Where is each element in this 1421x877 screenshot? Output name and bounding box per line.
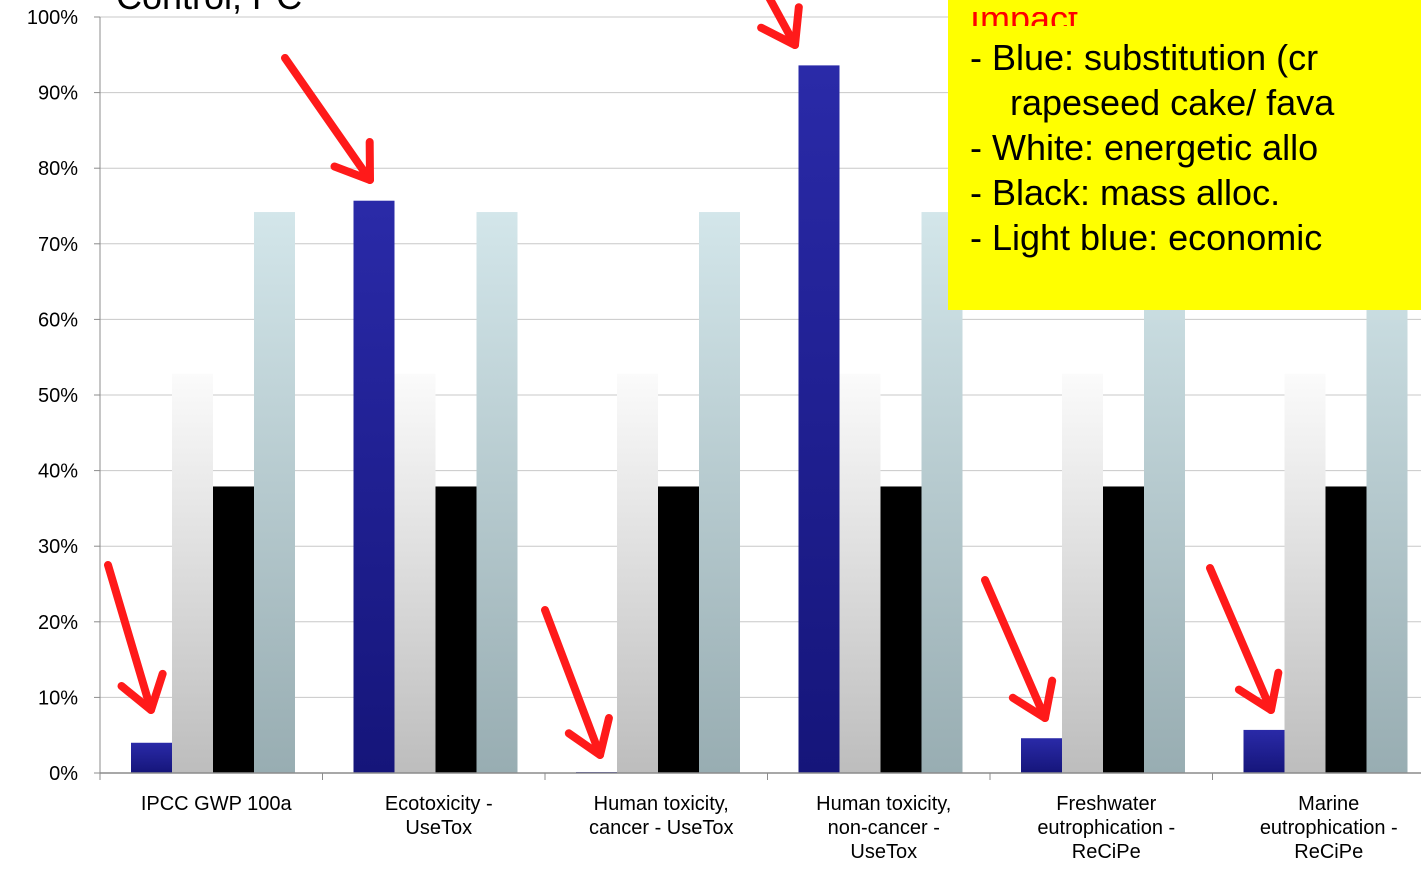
annotation-arrow-icon: [104, 561, 167, 714]
bar-mass: [213, 486, 254, 773]
chart-title-fragment: Control, PC: [116, 0, 302, 18]
bar-substitution: [1021, 738, 1062, 773]
x-tick-label: non-cancer -: [828, 817, 940, 839]
bar-energetic: [1062, 373, 1103, 773]
y-tick-label: 80%: [38, 158, 78, 180]
x-tick-label: eutrophication -: [1037, 817, 1175, 839]
x-tick-label: UseTox: [405, 817, 472, 839]
bar-economic: [254, 212, 295, 774]
bar-mass: [435, 486, 477, 773]
x-tick-label: UseTox: [850, 841, 917, 863]
y-tick-label: 100%: [27, 7, 78, 29]
annotation-arrow-icon: [541, 606, 613, 759]
y-tick-label: 50%: [38, 385, 78, 407]
bar-substitution: [131, 742, 172, 773]
legend-line-substitution-cont: rapeseed cake/ fava: [1010, 82, 1335, 123]
x-tick-label: Freshwater: [1056, 793, 1156, 815]
bar-economic: [699, 212, 740, 774]
annotation-arrow-icon: [981, 576, 1057, 722]
y-tick-label: 20%: [38, 612, 78, 634]
annotation-arrow-icon: [1206, 564, 1283, 714]
y-tick-label: 40%: [38, 461, 78, 483]
legend-line-energetic: - White: energetic allo: [970, 127, 1319, 168]
x-tick-label: Human toxicity,: [816, 793, 951, 815]
y-tick-label: 90%: [38, 83, 78, 105]
bar-economic: [476, 212, 518, 774]
legend-title: Impact: [970, 12, 1421, 26]
x-tick-label: Human toxicity,: [594, 793, 729, 815]
y-tick-label: 30%: [38, 536, 78, 558]
bar-energetic: [1284, 373, 1326, 773]
annotation-arrow-icon: [757, 0, 803, 49]
bar-energetic: [617, 373, 658, 773]
legend-line-substitution: - Blue: substitution (cr: [970, 37, 1319, 78]
bar-substitution: [798, 65, 840, 773]
y-tick-label: 70%: [38, 234, 78, 256]
x-tick-label: eutrophication -: [1260, 817, 1398, 839]
bar-energetic: [839, 373, 881, 773]
bar-substitution: [353, 200, 395, 773]
y-tick-label: 10%: [38, 687, 78, 709]
y-tick-label: 0%: [49, 763, 78, 785]
legend-line-mass: - Black: mass alloc.: [970, 172, 1281, 213]
bar-mass: [1103, 486, 1144, 773]
x-tick-label: Marine: [1298, 793, 1359, 815]
x-tick-label: IPCC GWP 100a: [141, 793, 293, 815]
bar-energetic: [172, 373, 213, 773]
bar-mass: [658, 486, 699, 773]
y-tick-label: 60%: [38, 309, 78, 331]
annotation-arrow-icon: [281, 54, 374, 184]
bar-energetic: [394, 373, 436, 773]
x-tick-label: ReCiPe: [1072, 841, 1141, 863]
bar-mass: [880, 486, 922, 773]
legend-line-economic: - Light blue: economic: [970, 217, 1323, 258]
x-tick-label: Ecotoxicity -: [385, 793, 493, 815]
x-tick-label: cancer - UseTox: [589, 817, 734, 839]
legend-box: Impact - Blue: substitution (cr rapeseed…: [948, 0, 1421, 310]
bar-substitution: [1243, 729, 1285, 773]
bar-mass: [1325, 486, 1367, 773]
x-tick-label: ReCiPe: [1294, 841, 1363, 863]
